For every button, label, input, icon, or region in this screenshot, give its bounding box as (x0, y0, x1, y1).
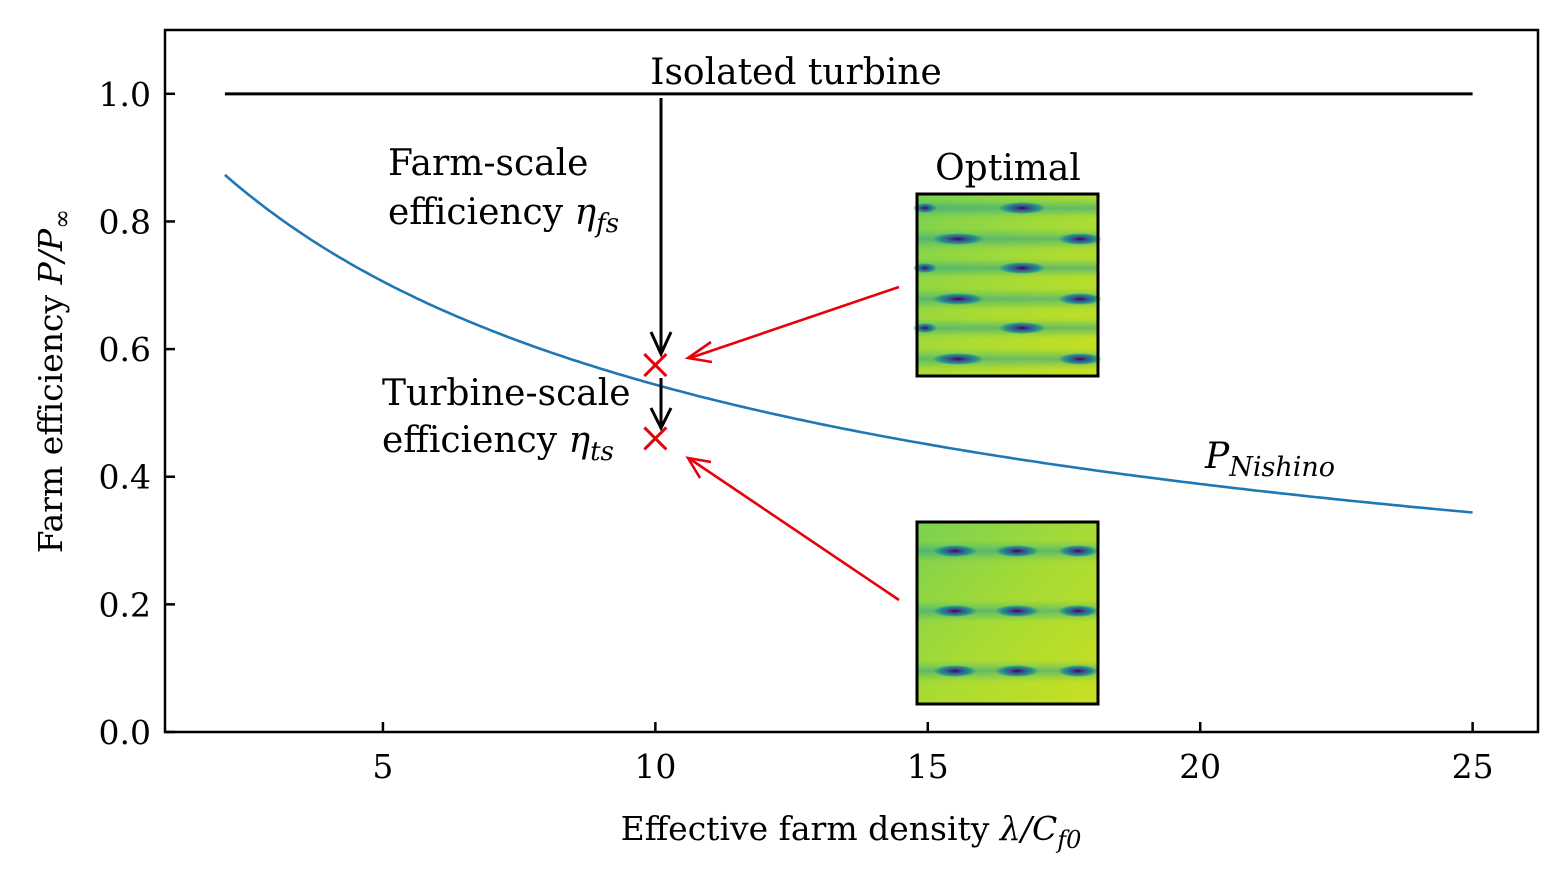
plot-frame (165, 30, 1538, 732)
x-axis-label-math: λ/C (998, 809, 1057, 848)
y-tick-label: 0.0 (99, 713, 151, 752)
aligned-layout-inset (917, 522, 1098, 704)
aligned-layout-arrow (688, 458, 899, 600)
farm-scale-arrow (651, 98, 671, 354)
x-tick-label: 10 (634, 747, 676, 786)
nishino-label-sub: Nishino (1228, 452, 1335, 483)
y-axis-label-math: P/P (31, 228, 70, 285)
y-tick-label: 0.4 (99, 458, 151, 497)
farm-scale-label-line2: efficiency ηfs (388, 192, 619, 239)
x-tick-label: 5 (372, 747, 393, 786)
farm-scale-label-text: efficiency (388, 192, 564, 233)
y-axis-ticks: 0.0 0.2 0.4 0.6 0.8 1.0 (99, 75, 175, 752)
x-tick-label: 20 (1179, 747, 1221, 786)
x-tick-label: 25 (1452, 747, 1494, 786)
turbine-scale-label-line2: efficiency ηts (382, 420, 614, 467)
turbine-scale-label-text: efficiency (382, 420, 558, 461)
nishino-label-main: P (1204, 436, 1230, 477)
optimal-layout-inset (913, 194, 1102, 376)
y-tick-label: 1.0 (99, 75, 151, 114)
nishino-curve-label: PNishino (1204, 436, 1335, 483)
x-axis-label-sub: f0 (1055, 826, 1081, 854)
x-axis-label: Effective farm density λ/Cf0 (621, 809, 1082, 854)
optimal-layout-arrow (688, 287, 899, 362)
turbine-scale-subscript: ts (590, 437, 614, 467)
y-tick-label: 0.8 (99, 202, 151, 241)
data-points (644, 354, 666, 449)
turbine-scale-point (644, 427, 666, 449)
x-axis-label-text: Effective farm density (621, 809, 1000, 848)
turbine-scale-symbol: η (569, 420, 591, 461)
y-tick-label: 0.2 (99, 585, 151, 624)
turbine-scale-label-line1: Turbine-scale (382, 373, 631, 414)
isolated-turbine-label: Isolated turbine (650, 52, 942, 93)
y-axis-label: Farm efficiency P/P∞ (31, 209, 76, 553)
farm-scale-symbol: η (575, 192, 597, 233)
y-axis-label-text: Farm efficiency (31, 284, 70, 553)
farm-scale-label-line1: Farm-scale (388, 143, 588, 184)
farm-scale-subscript: fs (594, 209, 619, 239)
y-axis-label-sub: ∞ (48, 209, 76, 229)
y-tick-label: 0.6 (99, 330, 151, 369)
optimal-label: Optimal (935, 148, 1081, 189)
x-tick-label: 15 (907, 747, 949, 786)
farm-scale-point (644, 354, 666, 376)
